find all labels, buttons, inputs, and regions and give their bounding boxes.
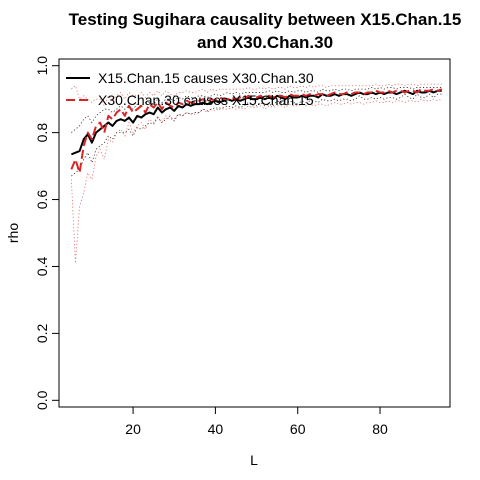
confidence-band-layer: [70, 83, 442, 264]
series-layer: [70, 88, 443, 174]
legend-label-2: X30.Chan.30 causes X15.Chan.15: [98, 92, 314, 108]
y-tick-label: 0.0: [34, 390, 50, 410]
x-tick-label: 40: [208, 421, 224, 437]
y-tick-label: 0.8: [34, 123, 50, 143]
y-tick-label: 1.0: [34, 56, 50, 76]
y-tick-label: 0.6: [34, 190, 50, 210]
y-tick-label: 0.2: [34, 323, 50, 343]
x-tick-label: 80: [372, 421, 388, 437]
plot-area-box: [58, 58, 451, 408]
series-2-ci-upper: [71, 83, 442, 107]
x-tick-label: 60: [290, 421, 306, 437]
legend-label-1: X15.Chan.15 causes X30.Chan.30: [98, 70, 314, 86]
series-1-ci-lower: [71, 93, 442, 177]
series-2-line: [70, 88, 443, 174]
x-axis-label: L: [250, 452, 258, 468]
series-1-ci-upper: [71, 87, 442, 133]
x-tick-label: 20: [125, 421, 141, 437]
series-2-ci-lower: [70, 98, 442, 264]
y-tick-label: 0.4: [34, 257, 50, 277]
legend: X15.Chan.15 causes X30.Chan.30 X30.Chan.3…: [66, 70, 314, 108]
y-axis: 0.0 0.2 0.4 0.6 0.8 1.0: [34, 56, 59, 410]
chart-title-line2: and X30.Chan.30: [197, 33, 333, 52]
chart-title-line1: Testing Sugihara causality between X15.C…: [69, 10, 462, 29]
y-axis-label: rho: [5, 223, 21, 243]
x-axis: 20 40 60 80: [125, 407, 388, 437]
